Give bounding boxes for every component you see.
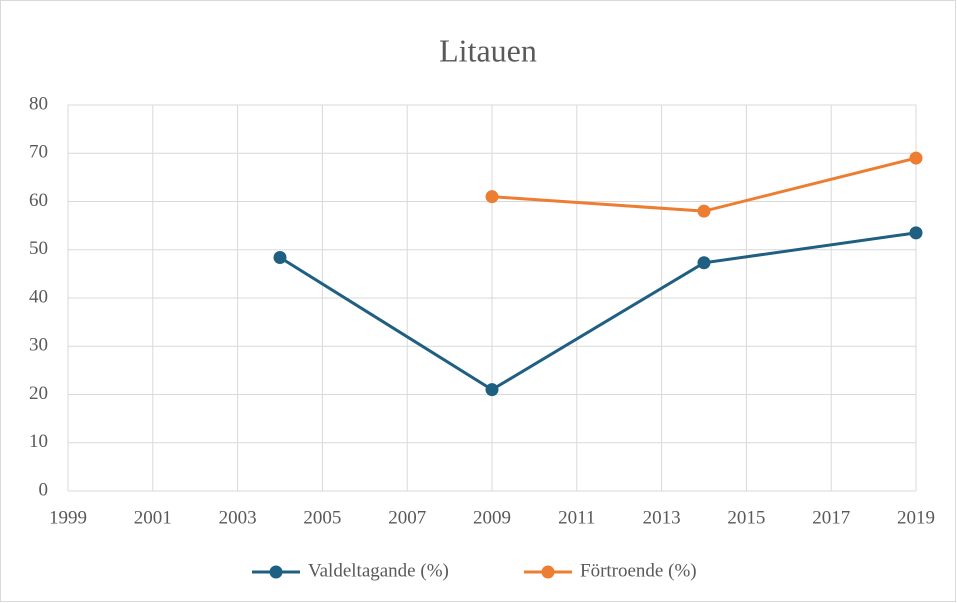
data-point: [909, 151, 923, 165]
x-tick-label: 2013: [643, 507, 681, 528]
x-tick-label: 2019: [897, 507, 935, 528]
y-tick-label: 30: [29, 335, 48, 356]
x-tick-label: 2009: [473, 507, 511, 528]
y-tick-label: 60: [29, 190, 48, 211]
data-point: [909, 226, 923, 240]
x-tick-label: 2005: [303, 507, 341, 528]
legend-label: Valdeltagande (%): [308, 560, 449, 581]
x-tick-label: 2003: [219, 507, 257, 528]
data-point: [485, 383, 499, 397]
data-point: [273, 250, 287, 264]
data-point: [697, 256, 711, 270]
data-point: [697, 204, 711, 218]
x-tick-label: 2017: [812, 507, 850, 528]
x-tick-label: 2011: [558, 507, 595, 528]
series-line: [279, 231, 917, 392]
chart-title: Litauen: [439, 32, 537, 68]
x-tick-label: 2007: [388, 507, 426, 528]
y-tick-label: 20: [29, 383, 48, 404]
legend-marker: [269, 565, 283, 579]
y-tick-label: 40: [29, 286, 48, 307]
y-tick-label: 70: [29, 142, 48, 163]
legend-marker: [541, 565, 555, 579]
data-point: [485, 190, 499, 204]
x-tick-label: 2001: [134, 507, 172, 528]
legend-label: Förtroende (%): [580, 560, 697, 581]
x-tick-label: 1999: [49, 507, 87, 528]
y-tick-label: 50: [29, 238, 48, 259]
y-tick-label: 10: [29, 431, 48, 452]
y-tick-label: 80: [29, 93, 48, 114]
y-tick-label: 0: [39, 479, 49, 500]
x-tick-label: 2015: [727, 507, 765, 528]
